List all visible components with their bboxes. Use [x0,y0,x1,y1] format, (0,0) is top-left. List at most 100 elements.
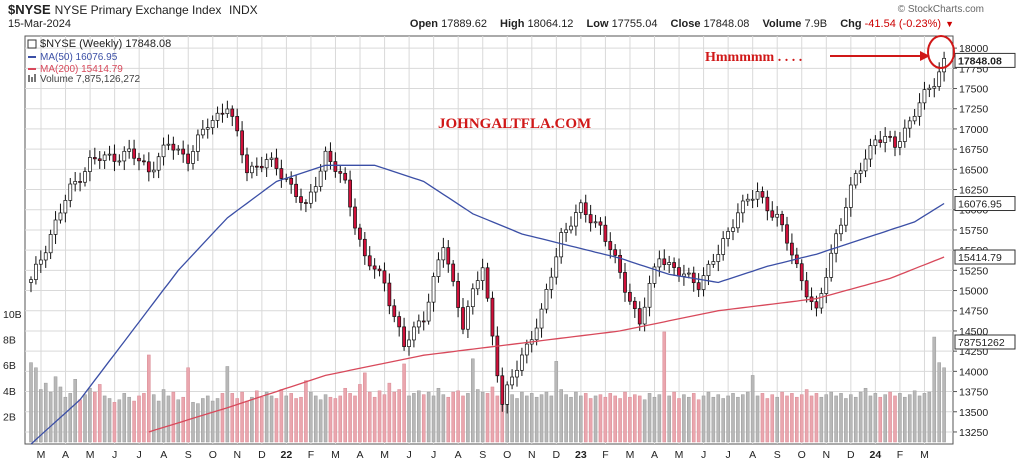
price-tick-label: 13500 [959,407,988,419]
month-tick-label: A [357,449,364,461]
volume-bar [97,384,102,443]
volume-bar [48,391,53,443]
volume-bar [667,395,671,443]
ma200-value-box-label: 15414.79 [958,252,1002,264]
month-tick-label: F [602,449,608,461]
candle [289,177,294,185]
volume-bar [937,362,941,443]
volume-bar [274,398,279,443]
candle [451,263,456,282]
volume-bar [819,396,824,443]
candle [78,181,82,183]
candle [328,150,333,162]
legend: $NYSE (Weekly) 17848.08 MA(50) 16076.95 … [27,38,171,85]
volume-bar [107,398,112,443]
volume-bar [166,395,171,443]
price-tick-label: 18000 [959,43,988,55]
chart-date: 15-Mar-2024 [8,18,71,30]
candle [48,234,53,254]
volume-bar [873,393,878,443]
volume-bar [633,394,637,443]
volume-bar [554,361,559,443]
candle [775,213,780,218]
candle [333,161,338,172]
volume-bar [377,390,382,443]
candle [667,262,672,265]
volume-bar [73,379,77,443]
volume-bar [775,396,779,443]
volume-bar [436,387,441,443]
volume-bar [893,395,897,443]
candle [554,256,559,278]
volume-bar [647,393,652,443]
candle [765,196,770,212]
price-tick-label: 16500 [959,164,988,176]
volume-legend-icon [28,75,30,82]
volume-bar [446,396,451,443]
candle [819,293,824,309]
volume-bar [539,394,544,443]
candle [63,200,68,214]
volume-bar [682,394,686,443]
month-tick-label: A [455,449,462,461]
volume-bar [618,398,622,443]
legend-volume: Volume 7,875,126,272 [40,74,141,85]
open-value: 17889.62 [441,18,487,30]
volume-bar [387,382,392,443]
candle [102,154,107,161]
high-value: 18064.12 [527,18,574,30]
candle [269,157,274,160]
volume-bar [151,394,156,443]
volume-bar [441,394,446,443]
month-tick-label: O [503,449,511,461]
volume-bar [205,395,210,443]
month-tick-label: M [380,449,389,461]
volume-bar [456,390,460,443]
candle [902,127,907,142]
volume-bar [34,367,38,443]
volume-bar [687,396,691,443]
volume-bar [299,396,303,443]
month-tick-label: 22 [281,449,293,461]
volume-bar [480,391,485,443]
volume-bar [43,382,48,443]
volume-bar [147,354,151,443]
volume-bar [264,391,269,443]
volume-bar [564,394,568,443]
volume-bar [780,391,784,443]
candle [348,179,352,208]
month-tick-label: N [528,449,536,461]
volume-bar [701,395,706,443]
volume-bar [849,394,853,443]
volume-bar [353,395,357,443]
candle [569,225,573,231]
chart-header: $NYSE NYSE Primary Exchange Index INDX 15… [0,0,1024,36]
candle [426,301,431,322]
volume-bar [903,396,907,443]
volume-bar [922,393,927,443]
month-tick-label: 23 [575,449,587,461]
candle [912,115,917,122]
volume-bar [898,393,902,443]
candle [191,151,195,164]
volume-axis: 2B 4B 6B 8B 10B 78751262 [3,309,1016,423]
volume-bar [534,396,539,443]
candle [510,376,514,386]
volume-bar [804,389,809,443]
candle [726,231,730,239]
symbol: $NYSE [8,2,51,17]
candle [760,191,765,198]
month-tick-label: N [234,449,242,461]
month-tick-label: A [651,449,658,461]
volume-bar [559,389,563,443]
candle [107,153,112,156]
candle [200,128,205,136]
candle [804,280,809,298]
candle [780,213,784,226]
candle [264,159,269,169]
volume-bar [161,389,166,443]
volume-bar [210,400,215,443]
volume-value: 7.9B [804,18,828,30]
candle [318,170,323,187]
